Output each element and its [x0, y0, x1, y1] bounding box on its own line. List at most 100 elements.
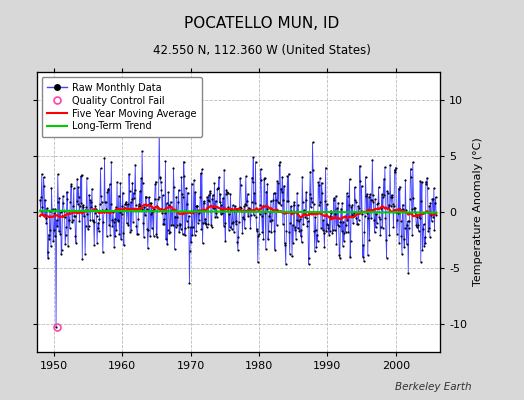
Point: [104, 185, 113, 192]
Point: [109, 209, 117, 216]
Point: [157, 179, 165, 185]
Point: [223, 189, 231, 196]
Point: [58, 213, 67, 220]
Point: [219, 206, 227, 213]
Point: [378, 224, 387, 231]
Point: [125, 171, 133, 177]
Point: [308, 198, 316, 205]
Point: [143, 206, 151, 212]
Point: [267, 229, 276, 235]
Point: [188, 232, 196, 238]
Point: [82, 223, 90, 230]
Point: [74, 184, 82, 191]
Point: [276, 159, 284, 165]
Point: [204, 220, 212, 227]
Point: [265, 228, 273, 235]
Point: [345, 202, 353, 209]
Point: [358, 211, 366, 218]
Point: [340, 237, 348, 244]
Point: [105, 181, 114, 187]
Point: [113, 179, 121, 185]
Point: [324, 222, 332, 229]
Point: [297, 233, 305, 239]
Point: [217, 202, 225, 208]
Point: [213, 213, 221, 220]
Point: [364, 252, 372, 259]
Point: [191, 203, 200, 210]
Point: [87, 203, 95, 210]
Point: [432, 212, 440, 218]
Point: [232, 221, 241, 227]
Point: [226, 224, 234, 230]
Point: [67, 183, 75, 189]
Point: [326, 228, 334, 234]
Point: [206, 188, 214, 194]
Point: [112, 227, 121, 233]
Point: [202, 224, 211, 230]
Point: [428, 196, 436, 202]
Point: [386, 162, 394, 168]
Point: [148, 225, 156, 232]
Point: [111, 233, 119, 239]
Point: [289, 240, 297, 246]
Point: [211, 214, 219, 220]
Point: [325, 231, 333, 238]
Point: [138, 179, 147, 186]
Point: [71, 233, 80, 239]
Point: [184, 224, 192, 230]
Point: [402, 241, 411, 247]
Point: [118, 190, 127, 196]
Point: [313, 238, 322, 244]
Point: [246, 224, 255, 231]
Point: [385, 202, 393, 208]
Point: [45, 232, 53, 238]
Point: [315, 202, 323, 208]
Point: [177, 226, 185, 232]
Point: [199, 219, 208, 226]
Point: [74, 194, 83, 200]
Point: [244, 212, 252, 219]
Point: [252, 159, 260, 165]
Point: [150, 206, 158, 213]
Point: [200, 198, 208, 204]
Point: [141, 212, 149, 218]
Point: [86, 199, 95, 205]
Point: [288, 253, 296, 260]
Point: [163, 241, 171, 247]
Point: [317, 225, 325, 231]
Point: [102, 199, 110, 205]
Point: [39, 174, 48, 181]
Point: [148, 209, 157, 215]
Point: [56, 195, 64, 201]
Point: [318, 190, 326, 196]
Point: [221, 220, 229, 226]
Point: [204, 192, 213, 198]
Point: [347, 212, 356, 218]
Point: [364, 214, 373, 221]
Point: [80, 207, 89, 214]
Point: [170, 184, 178, 190]
Point: [209, 204, 217, 211]
Point: [351, 184, 359, 191]
Point: [430, 185, 438, 192]
Point: [311, 214, 320, 220]
Point: [359, 258, 368, 264]
Point: [179, 194, 188, 200]
Point: [160, 216, 168, 223]
Point: [136, 203, 145, 209]
Point: [104, 187, 112, 193]
Point: [263, 181, 271, 187]
Point: [227, 226, 236, 232]
Point: [93, 225, 102, 231]
Point: [390, 166, 399, 173]
Point: [390, 202, 398, 209]
Point: [372, 211, 380, 218]
Point: [147, 210, 155, 217]
Point: [285, 229, 293, 235]
Point: [269, 190, 278, 196]
Point: [188, 180, 196, 187]
Point: [249, 212, 258, 218]
Point: [304, 218, 312, 224]
Point: [431, 194, 440, 200]
Point: [323, 221, 332, 227]
